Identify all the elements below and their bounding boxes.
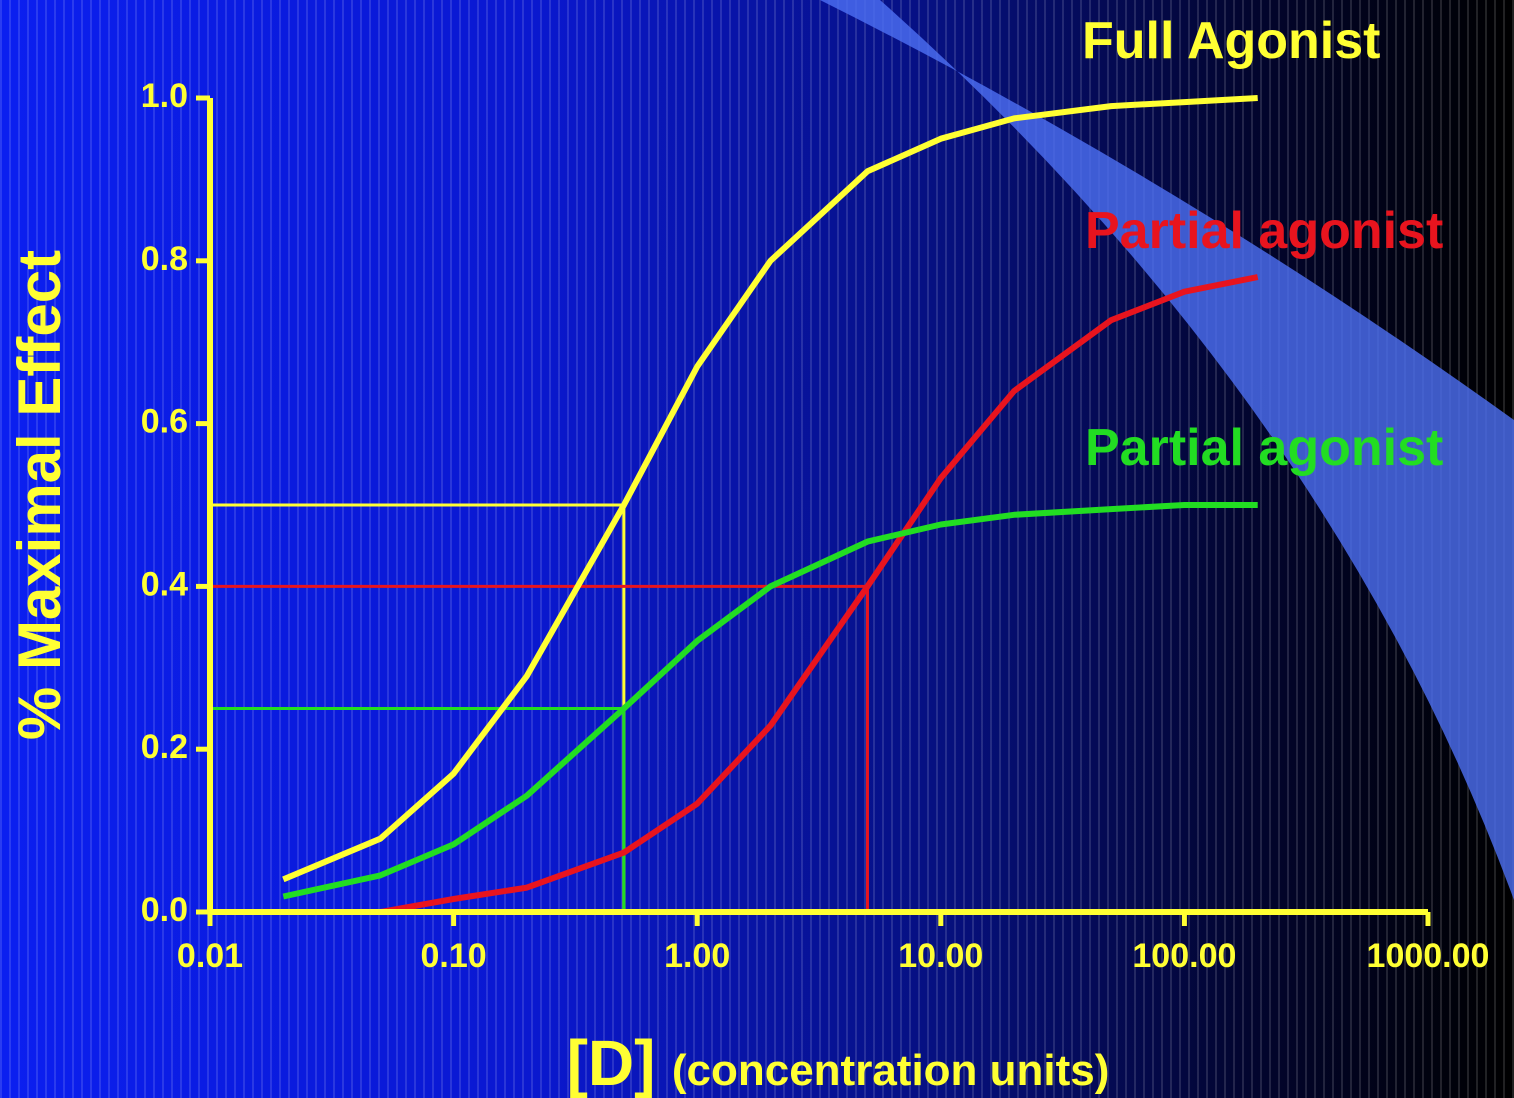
x-tick-label: 0.01 [177,937,243,975]
x-axis-label: [D] (concentration units) [567,1027,1110,1098]
chart: % Maximal Effect [D] (concentration unit… [0,0,1514,1098]
series-line [380,277,1257,912]
y-tick-label: 1.0 [141,77,188,115]
x-axis-label-note: (concentration units) [672,1046,1110,1095]
series-line [283,505,1257,897]
y-axis-label: % Maximal Effect [6,250,73,740]
series-label: Partial agonist [1085,419,1443,477]
x-tick-label: 0.10 [421,937,487,975]
y-tick-label: 0.4 [141,565,188,603]
y-tick-label: 0.0 [141,891,188,929]
x-tick-label: 1.00 [664,937,730,975]
series-label: Partial agonist [1085,202,1443,260]
y-tick-label: 0.8 [141,240,188,278]
y-tick-label: 0.6 [141,403,188,441]
y-tick-label: 0.2 [141,728,188,766]
x-tick-label: 10.00 [898,937,983,975]
x-tick-label: 1000.00 [1367,937,1490,975]
x-axis-label-main: [D] [567,1027,656,1098]
x-tick-label: 100.00 [1132,937,1236,975]
series-label: Full Agonist [1082,12,1380,70]
